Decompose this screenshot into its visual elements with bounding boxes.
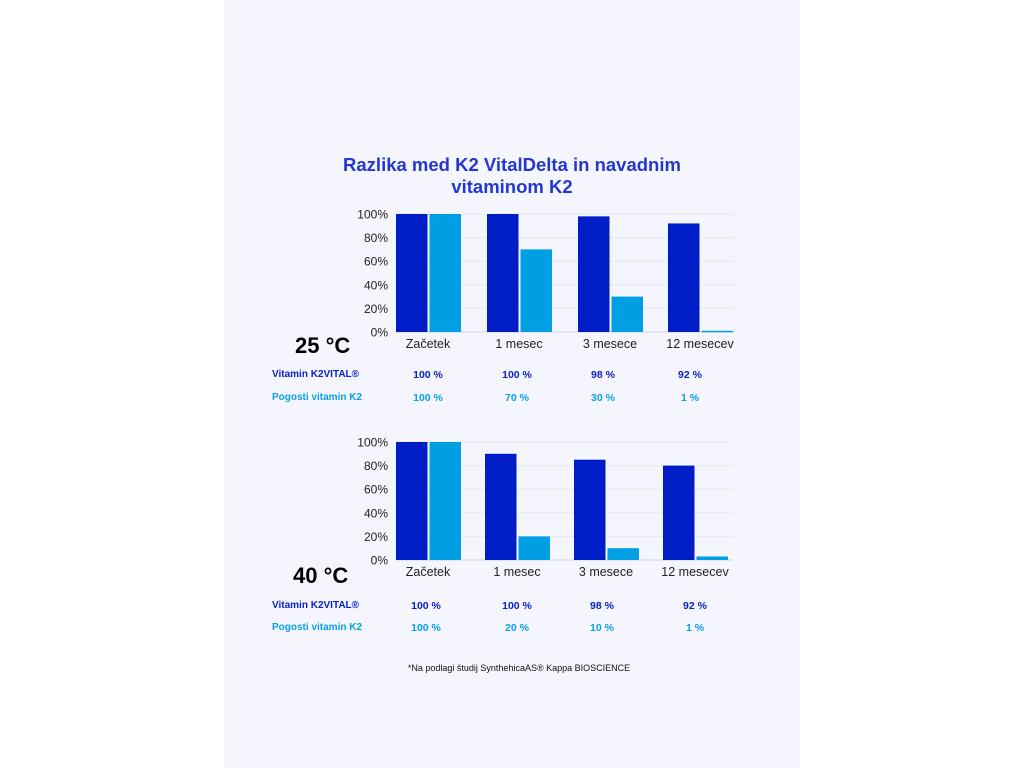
x-category-label: Začetek xyxy=(406,565,451,579)
bar-k2vital xyxy=(396,214,428,332)
value-k2vital: 92 % xyxy=(678,369,702,381)
value-regular: 30 % xyxy=(591,392,615,404)
y-tick-label: 80% xyxy=(364,231,388,245)
legend-k2vital: Vitamin K2VITAL® xyxy=(272,369,360,380)
value-k2vital: 98 % xyxy=(591,369,615,381)
value-regular: 20 % xyxy=(505,622,529,634)
bar-k2vital xyxy=(668,223,700,332)
x-category-label: Začetek xyxy=(406,337,451,351)
bar-regular xyxy=(607,548,639,560)
value-k2vital: 100 % xyxy=(413,369,443,381)
legend-k2vital: Vitamin K2VITAL® xyxy=(272,600,360,611)
value-regular: 1 % xyxy=(680,392,700,404)
bar-regular xyxy=(429,214,461,332)
value-k2vital: 100 % xyxy=(502,600,532,612)
x-category-label: 12 mesecev xyxy=(666,337,734,351)
x-category-label: 3 mesece xyxy=(579,565,633,579)
bar-regular xyxy=(701,330,733,333)
bar-regular xyxy=(520,249,552,332)
bar-regular xyxy=(429,442,461,560)
x-category-label: 1 mesec xyxy=(495,337,542,351)
value-regular: 10 % xyxy=(590,622,614,634)
value-k2vital: 100 % xyxy=(411,600,441,612)
y-tick-label: 20% xyxy=(364,530,388,544)
value-regular: 100 % xyxy=(413,392,443,404)
y-tick-label: 0% xyxy=(371,326,389,340)
chart-title-line1: Razlika med K2 VitalDelta in navadnim xyxy=(343,154,681,175)
y-tick-label: 40% xyxy=(364,278,388,292)
value-regular: 70 % xyxy=(505,392,529,404)
bar-k2vital xyxy=(578,216,610,332)
x-category-label: 12 mesecev xyxy=(661,565,729,579)
y-tick-label: 0% xyxy=(371,554,389,568)
temperature-label: 40 °C xyxy=(293,563,349,588)
infographic-panel xyxy=(224,0,800,768)
value-k2vital: 100 % xyxy=(502,369,532,381)
y-tick-label: 80% xyxy=(364,459,388,473)
y-tick-label: 100% xyxy=(357,208,388,222)
bar-k2vital xyxy=(396,442,428,560)
x-category-label: 1 mesec xyxy=(493,565,540,579)
bar-k2vital xyxy=(487,214,519,332)
y-tick-label: 100% xyxy=(357,436,388,450)
footnote: *Na podlagi študij SynthehicaAS® Kappa B… xyxy=(407,663,631,673)
legend-regular: Pogosti vitamin K2 xyxy=(272,392,363,403)
temperature-label: 25 °C xyxy=(295,333,351,358)
bar-regular xyxy=(696,556,728,560)
y-tick-label: 60% xyxy=(364,255,388,269)
y-tick-label: 40% xyxy=(364,506,388,520)
bar-k2vital xyxy=(663,465,695,560)
legend-regular: Pogosti vitamin K2 xyxy=(272,622,363,633)
value-regular: 1 % xyxy=(685,622,705,634)
value-k2vital: 92 % xyxy=(683,600,707,612)
bar-regular xyxy=(518,536,550,560)
bar-regular xyxy=(611,296,643,332)
x-category-label: 3 mesece xyxy=(583,337,637,351)
bar-k2vital xyxy=(574,459,606,560)
value-regular: 100 % xyxy=(411,622,441,634)
chart-title-line2: vitaminom K2 xyxy=(451,176,573,197)
y-tick-label: 60% xyxy=(364,483,388,497)
value-k2vital: 98 % xyxy=(590,600,614,612)
bar-k2vital xyxy=(485,453,517,560)
y-tick-label: 20% xyxy=(364,302,388,316)
